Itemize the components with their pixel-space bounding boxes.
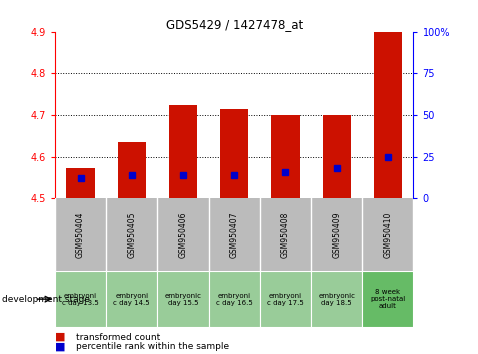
Bar [260,271,311,327]
Text: GSM950405: GSM950405 [127,211,136,258]
Text: GSM950406: GSM950406 [178,211,187,258]
Text: 8 week
post-natal
adult: 8 week post-natal adult [370,289,405,309]
Text: transformed count: transformed count [76,332,161,342]
Bar [374,32,402,198]
Text: ■: ■ [55,332,65,342]
Text: percentile rank within the sample: percentile rank within the sample [76,342,229,351]
Text: embryoni
c day 17.5: embryoni c day 17.5 [267,293,304,306]
Bar [157,271,208,327]
Text: GSM950408: GSM950408 [281,211,290,258]
Bar [311,271,362,327]
Text: development stage: development stage [2,295,90,304]
Text: embryonic
day 18.5: embryonic day 18.5 [318,293,355,306]
Text: GSM950409: GSM950409 [332,211,341,258]
Bar [55,271,106,327]
Bar [169,105,197,198]
Text: GSM950410: GSM950410 [383,211,392,258]
Bar [66,168,95,198]
Text: embryoni
c day 13.5: embryoni c day 13.5 [62,293,99,306]
Text: embryonic
day 15.5: embryonic day 15.5 [164,293,202,306]
Text: embryoni
c day 14.5: embryoni c day 14.5 [113,293,150,306]
Text: GSM950404: GSM950404 [76,211,85,258]
Bar [208,271,260,327]
Bar [220,109,248,198]
Text: embryoni
c day 16.5: embryoni c day 16.5 [216,293,252,306]
Title: GDS5429 / 1427478_at: GDS5429 / 1427478_at [165,18,303,31]
Bar [118,142,146,198]
Bar [106,271,157,327]
Bar [272,115,300,198]
Text: ■: ■ [55,341,65,351]
Bar [362,271,413,327]
Text: GSM950407: GSM950407 [230,211,239,258]
Bar [323,115,351,198]
